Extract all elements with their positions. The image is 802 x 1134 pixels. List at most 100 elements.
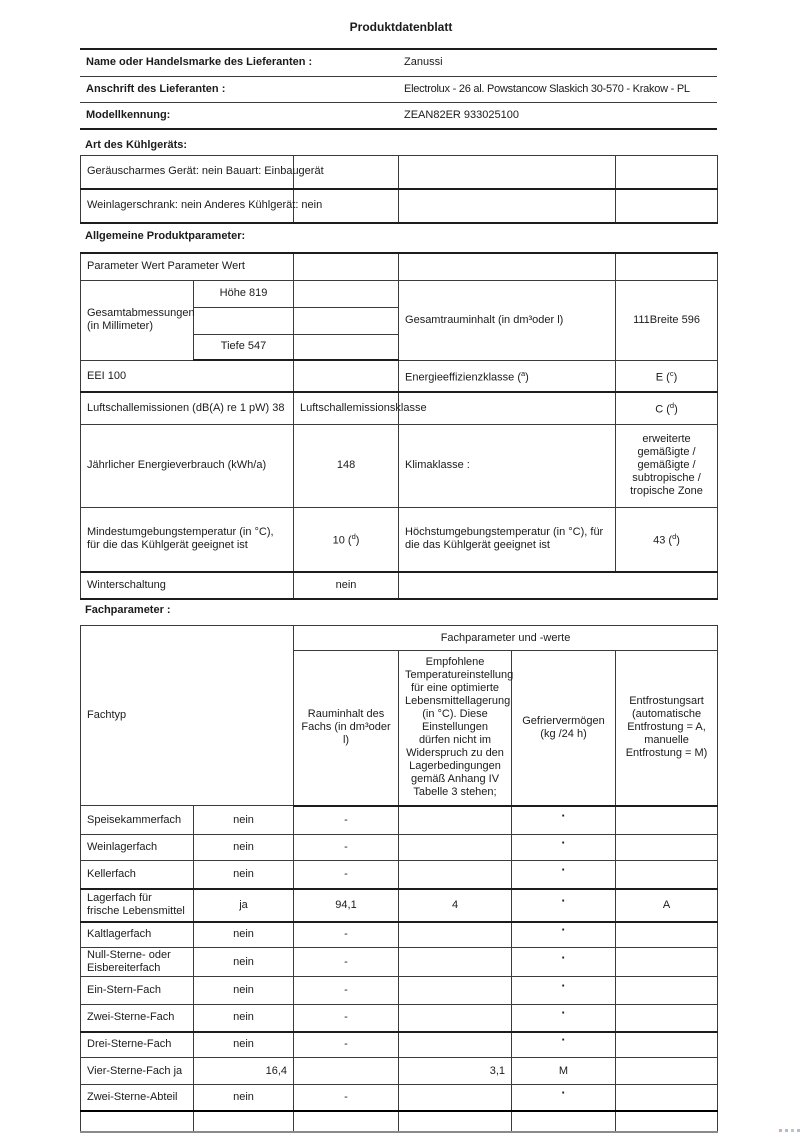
compartment-row: Ein-Stern-Fach nein - · [80,976,719,1005]
compartment-group-header-row: Fachtyp Fachparameter und -werte [79,625,719,806]
annual-energy-value-cell: 148 [293,423,400,508]
compartment-value-cell [398,1031,513,1058]
compartment-value-cell [615,1004,719,1033]
compartment-row: Null-Sterne- oder Eisbereiterfach nein - · [80,947,719,977]
compartment-value-cell: · [511,834,617,861]
compartment-value-cell [398,1004,513,1033]
type-row-2: Weinlagerschrank: nein Anderes Kühlgerät… [80,188,718,224]
total-volume-label-cell: Gesamtrauminhalt (in dm³oder l) [398,279,617,361]
compartment-value-cell: 94,1 [293,888,400,923]
supplier-name-label: Name oder Handelsmarke des Lieferanten : [80,48,398,76]
compartment-row: Lagerfach für frische Lebensmittel ja 94,1… [80,888,719,923]
param-header-row: Parameter Wert Parameter Wert [79,252,719,281]
supplier-info-table: Name oder Handelsmarke des Lieferanten :… [80,48,717,130]
compartment-value-cell: nein [192,1031,295,1058]
compartment-value-cell: nein [192,1084,295,1112]
energy-class-value-cell: E (c) [615,359,719,393]
compartment-value-cell: ja [192,888,295,923]
fachtyp-header-cell: Fachtyp [79,625,295,806]
compartment-type-cell: Null-Sterne- oder Eisbereiterfach [80,947,194,977]
compartment-value-cell: · [511,860,617,890]
compartment-value-cell [398,834,513,861]
compartment-value-cell: 16,4 [192,1057,295,1085]
supplier-address-label: Anschrift des Lieferanten : [80,75,398,102]
dimensions-row-height: Gesamtabmessungen (in Millimeter) Höhe 8… [80,279,719,361]
eei-row: EEI 100 Energieeffizienzklasse (a) E (c) [79,359,719,393]
compartment-value-cell: · [511,1004,617,1033]
compartment-value-cell: M [511,1057,617,1085]
supplier-name-row: Name oder Handelsmarke des Lieferanten :… [80,48,717,76]
type-row-1: Geräuscharmes Gerät: nein Bauart: Einbau… [80,155,718,190]
compartment-type-cell: Kaltlagerfach [80,921,194,948]
compartment-value-cell: - [293,805,400,835]
compartment-value-cell [398,860,513,890]
compartment-type-cell: Weinlagerfach [80,834,194,861]
dimension-height-cell: Höhe 819 [192,279,295,308]
compartment-value-cell: - [293,921,400,948]
winter-setting-row: Winterschaltung nein [79,571,719,600]
energy-class-label-cell: Energieeffizienzklasse (a) [398,359,617,393]
compartment-row: Zwei-Sterne-Fach nein - · [80,1004,719,1033]
climate-class-value-cell: erweiterte gemäßigte / gemäßigte / subtr… [615,423,719,508]
compartment-value-cell [398,805,513,835]
compartment-value-cell [398,976,513,1005]
total-volume-value-cell: 111Breite 596 [615,279,719,361]
noise-class-value-cell: C (d) [615,391,719,425]
compartment-value-cell [398,947,513,977]
compartment-value-cell [615,947,719,977]
compartment-value-cell: nein [192,834,295,861]
compartment-value-cell [293,1057,400,1085]
volume-column-header: Rauminhalt des Fachs (in dm³oder l) [293,650,400,807]
compartment-type-cell [80,1110,194,1133]
compartment-row: Speisekammerfach nein - · [80,805,719,835]
compartment-parameters-table: Fachtyp Fachparameter und -werte Rauminh… [79,625,719,1133]
compartment-type-cell: Zwei-Sterne-Fach [80,1004,194,1033]
compartment-value-cell: 3,1 [398,1057,513,1085]
type-row-2-text: Weinlagerschrank: nein Anderes Kühlgerät… [87,199,323,211]
compartment-column-header-row: Rauminhalt des Fachs (in dm³oder l) Empf… [81,650,719,807]
compartment-value-cell: · [511,888,617,923]
compartment-value-cell: nein [192,947,295,977]
supplier-address-value: Electrolux - 26 al. Powstancow Slaskich … [404,82,690,95]
compartment-row: Kellerfach nein - · [80,860,719,890]
noise-row: Luftschallemissionen (dB(A) re 1 pW) 38 … [79,391,719,425]
compartment-value-cell: · [511,1084,617,1112]
compartment-value-cell: - [293,976,400,1005]
supplier-name-value: Zanussi [398,48,717,76]
model-id-label: Modellkennung: [80,101,398,129]
compartment-row [80,1110,719,1133]
page-corner-watermark [779,1129,800,1132]
max-temp-value-cell: 43 (d) [615,506,719,573]
compartment-value-cell: nein [192,805,295,835]
compartment-value-cell [615,860,719,890]
winter-setting-value-cell: nein [293,571,400,600]
compartment-value-cell: 4 [398,888,513,923]
compartment-value-cell: A [615,888,719,923]
compartment-value-cell: · [511,947,617,977]
winter-setting-label-cell: Winterschaltung [79,571,295,600]
compartment-row: Vier-Sterne-Fach ja 16,4 3,1 M [80,1057,719,1085]
compartment-type-cell: Vier-Sterne-Fach ja [80,1057,194,1085]
freezing-capacity-column-header: Gefriervermögen (kg /24 h) [511,650,617,807]
supplier-address-row: Anschrift des Lieferanten : Electrolux -… [80,75,717,102]
param-header-cell: Parameter Wert Parameter Wert [79,252,295,281]
general-section-heading: Allgemeine Produktparameter: [85,230,246,242]
ambient-temp-row: Mindestumgebungstemperatur (in °C), für … [79,506,719,573]
document-title: Produktdatenblatt [349,20,453,34]
compartment-value-cell [615,1057,719,1085]
general-parameters-table: Parameter Wert Parameter Wert Gesamtabme… [79,252,719,600]
temperature-column-header: Empfohlene Temperatureinstellung für ein… [398,650,513,807]
eei-label-cell: EEI 100 [79,359,295,393]
annual-energy-label-cell: Jährlicher Energieverbrauch (kWh/a) [79,423,295,508]
compartment-value-cell [615,1084,719,1112]
compartment-type-cell: Speisekammerfach [80,805,194,835]
dimensions-row-depth: Tiefe 547 [81,333,718,361]
compartment-value-cell: - [293,834,400,861]
compartment-type-cell: Ein-Stern-Fach [80,976,194,1005]
group-header-cell: Fachparameter und -werte [293,625,719,651]
max-temp-label-cell: Höchstumgebungstemperatur (in °C), für d… [398,506,617,573]
compartment-value-cell: · [511,976,617,1005]
dimensions-label-cell: Gesamtabmessungen (in Millimeter) [80,279,195,361]
appliance-type-table: Geräuscharmes Gerät: nein Bauart: Einbau… [80,155,718,224]
